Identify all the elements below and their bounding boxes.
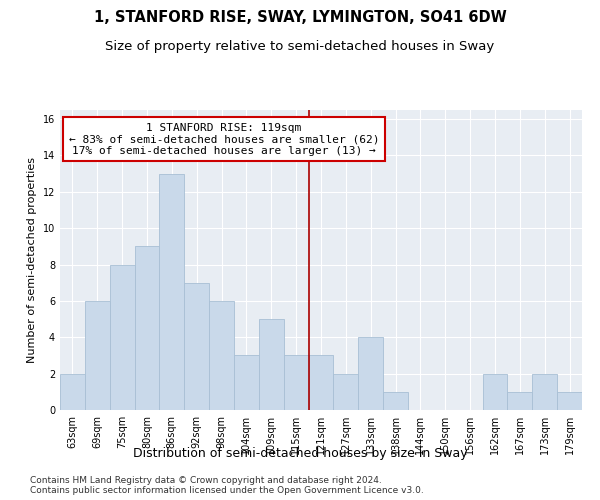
Bar: [184, 282, 209, 410]
Bar: [358, 338, 383, 410]
Bar: [557, 392, 582, 410]
Bar: [209, 301, 234, 410]
Bar: [508, 392, 532, 410]
Y-axis label: Number of semi-detached properties: Number of semi-detached properties: [27, 157, 37, 363]
Text: 1, STANFORD RISE, SWAY, LYMINGTON, SO41 6DW: 1, STANFORD RISE, SWAY, LYMINGTON, SO41 …: [94, 10, 506, 25]
Bar: [85, 301, 110, 410]
Bar: [110, 264, 134, 410]
Bar: [308, 356, 334, 410]
Bar: [160, 174, 184, 410]
Bar: [134, 246, 160, 410]
Text: 1 STANFORD RISE: 119sqm
← 83% of semi-detached houses are smaller (62)
17% of se: 1 STANFORD RISE: 119sqm ← 83% of semi-de…: [69, 122, 379, 156]
Bar: [234, 356, 259, 410]
Bar: [60, 374, 85, 410]
Bar: [482, 374, 508, 410]
Text: Distribution of semi-detached houses by size in Sway: Distribution of semi-detached houses by …: [133, 448, 467, 460]
Text: Contains HM Land Registry data © Crown copyright and database right 2024.
Contai: Contains HM Land Registry data © Crown c…: [30, 476, 424, 495]
Bar: [334, 374, 358, 410]
Text: Size of property relative to semi-detached houses in Sway: Size of property relative to semi-detach…: [106, 40, 494, 53]
Bar: [383, 392, 408, 410]
Bar: [532, 374, 557, 410]
Bar: [259, 319, 284, 410]
Bar: [284, 356, 308, 410]
